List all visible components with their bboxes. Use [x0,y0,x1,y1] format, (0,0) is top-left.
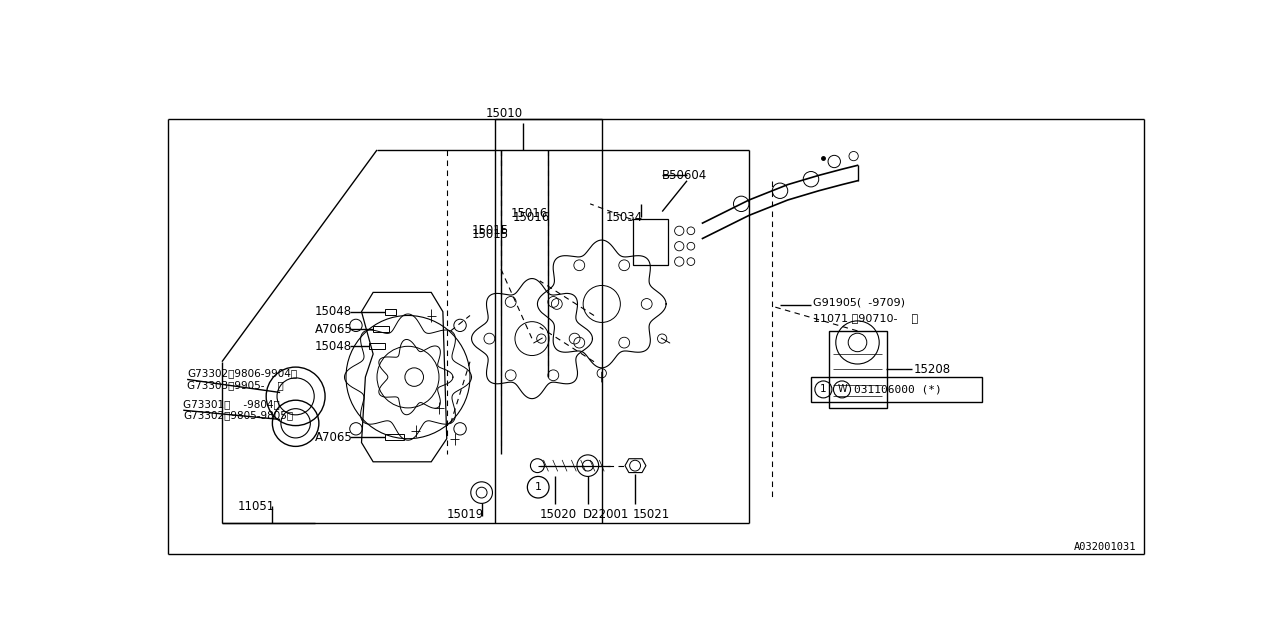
Text: 15020: 15020 [540,508,577,521]
Text: 15048: 15048 [315,305,352,318]
Text: 15034: 15034 [605,211,643,224]
Text: G73302〈9805-9805〉: G73302〈9805-9805〉 [183,411,293,420]
Bar [812,377,982,402]
Text: 15016: 15016 [512,211,550,224]
Text: 15015: 15015 [471,224,508,237]
Text: D22001: D22001 [582,508,628,521]
Text: 031106000 (*): 031106000 (*) [855,385,942,394]
Text: A7065: A7065 [315,323,353,336]
Text: 1: 1 [535,482,541,492]
Text: G73303〈9905-    〉: G73303〈9905- 〉 [187,380,284,390]
Text: 15208: 15208 [914,363,951,376]
Text: 15048: 15048 [315,340,352,353]
Bar [369,343,385,349]
Text: 15016: 15016 [511,207,548,220]
Bar [829,331,887,408]
Text: 11051: 11051 [238,500,275,513]
Text: 15010: 15010 [485,108,522,120]
Text: 15021: 15021 [632,508,669,521]
Text: B50604: B50604 [662,169,708,182]
Text: 11071 〉90710-    〉: 11071 〉90710- 〉 [813,313,919,323]
Text: A032001031: A032001031 [1074,541,1137,552]
Bar [385,434,404,440]
Bar [632,220,668,266]
Text: 15015: 15015 [471,228,508,241]
Text: W: W [837,385,847,394]
Text: 1: 1 [820,385,827,394]
Bar [374,326,389,332]
Text: G73302〈9806-9904〉: G73302〈9806-9904〉 [187,368,297,378]
Text: G73301〈    -9804〉: G73301〈 -9804〉 [183,399,280,409]
Bar [385,308,397,315]
Text: A7065: A7065 [315,431,353,444]
Text: 15019: 15019 [447,508,484,521]
Text: G91905(  -9709): G91905( -9709) [813,298,905,307]
